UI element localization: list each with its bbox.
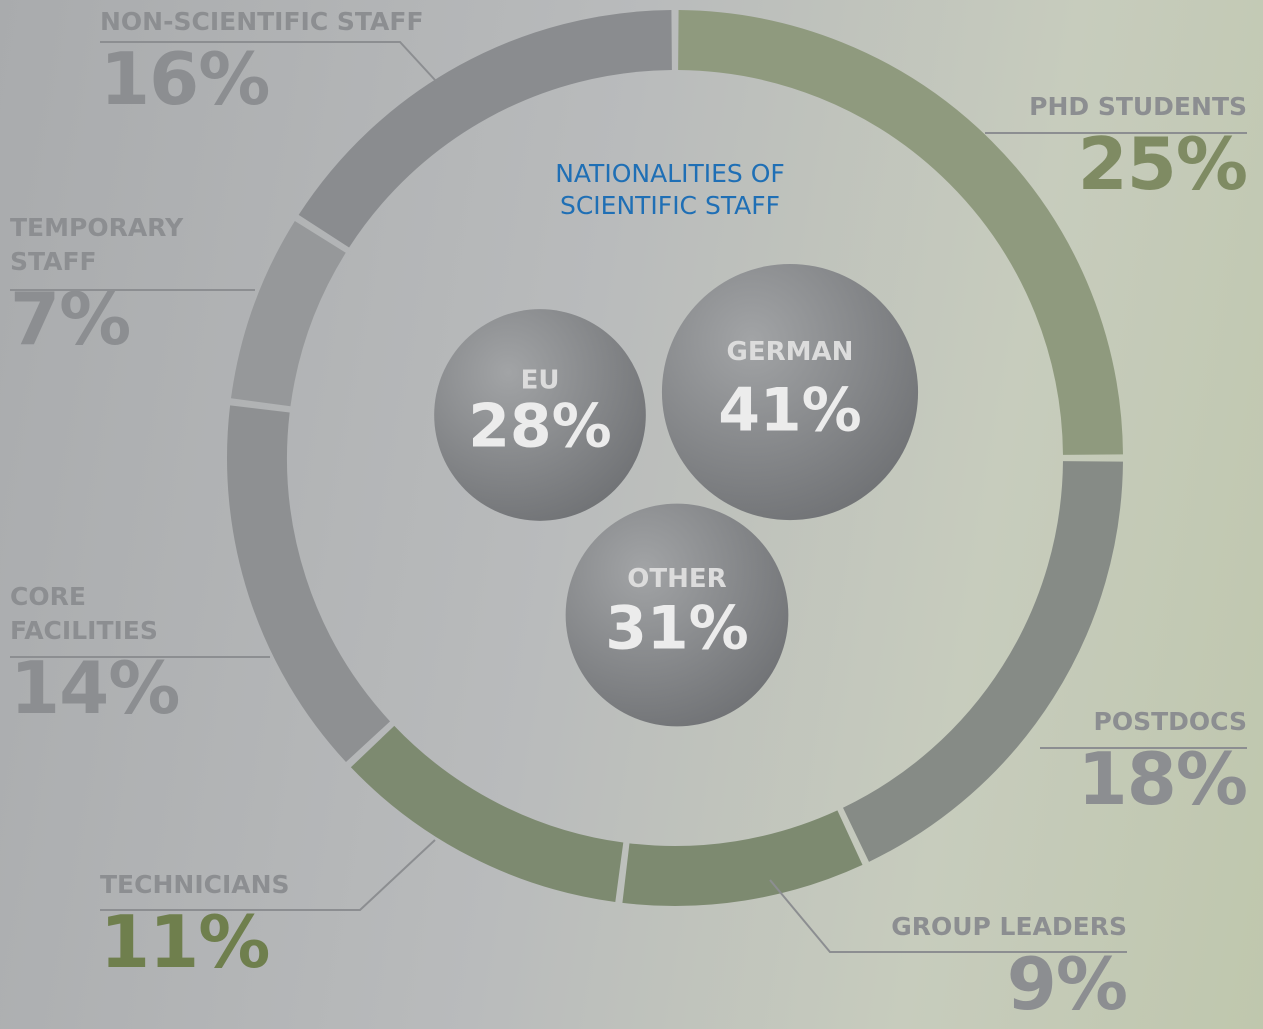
bubble [434, 309, 646, 521]
donut-segment [842, 460, 1123, 862]
bubble-value: 28% [468, 392, 612, 462]
donut-segment [230, 220, 346, 407]
donut-segment [350, 725, 624, 903]
leader-line [100, 839, 436, 911]
category-label: TECHNICIANS [100, 870, 290, 899]
value-label: 9% [1006, 942, 1128, 1026]
chart-title: NATIONALITIES OF SCIENTIFIC STAFF [555, 159, 785, 220]
bubble [661, 263, 919, 521]
category-label: POSTDOCS [1093, 707, 1247, 736]
value-label: 16% [100, 37, 270, 121]
bubble-label: GERMAN [727, 337, 854, 367]
category-label: NON-SCIENTIFIC STAFF [100, 7, 424, 36]
value-label: 11% [100, 900, 270, 984]
leader-line [100, 41, 436, 81]
bubble-value: 31% [605, 593, 749, 663]
value-label: 7% [10, 277, 131, 361]
value-label: 25% [1077, 122, 1248, 206]
donut-segment [227, 405, 391, 763]
value-label: 18% [1077, 737, 1248, 821]
category-label: CORE FACILITIES [10, 582, 158, 645]
donut-segment [678, 10, 1123, 455]
bubble-label: EU [521, 366, 560, 396]
value-label: 14% [10, 646, 180, 730]
donut-segment [298, 10, 673, 248]
bubble [565, 503, 789, 727]
bubble-label: OTHER [627, 564, 726, 594]
category-label: TEMPORARY STAFF [10, 213, 184, 276]
donut-segment [622, 810, 863, 906]
category-label: PHD STUDENTS [1029, 92, 1247, 121]
category-label: GROUP LEADERS [891, 912, 1127, 941]
bubble-value: 41% [718, 375, 862, 445]
leader-line [769, 879, 1127, 953]
